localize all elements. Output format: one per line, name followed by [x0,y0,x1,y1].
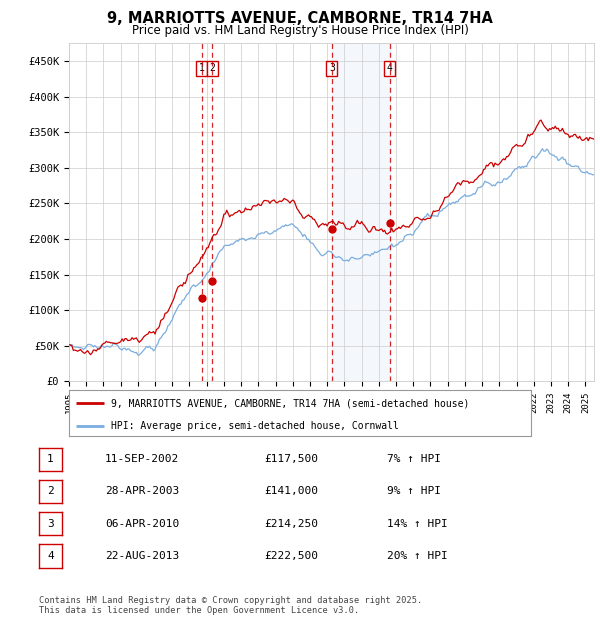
Text: 9% ↑ HPI: 9% ↑ HPI [387,487,441,497]
Text: 1: 1 [47,454,54,464]
Text: £117,500: £117,500 [264,454,318,464]
Text: £141,000: £141,000 [264,487,318,497]
Text: 28-APR-2003: 28-APR-2003 [105,487,179,497]
Text: £222,500: £222,500 [264,551,318,561]
Text: 2: 2 [47,487,54,497]
Text: 22-AUG-2013: 22-AUG-2013 [105,551,179,561]
Text: 4: 4 [47,551,54,561]
Text: Contains HM Land Registry data © Crown copyright and database right 2025.
This d: Contains HM Land Registry data © Crown c… [39,596,422,615]
Text: 9, MARRIOTTS AVENUE, CAMBORNE, TR14 7HA: 9, MARRIOTTS AVENUE, CAMBORNE, TR14 7HA [107,11,493,25]
Text: Price paid vs. HM Land Registry's House Price Index (HPI): Price paid vs. HM Land Registry's House … [131,24,469,37]
Text: 11-SEP-2002: 11-SEP-2002 [105,454,179,464]
Text: 1: 1 [199,63,205,73]
Text: 7% ↑ HPI: 7% ↑ HPI [387,454,441,464]
Text: £214,250: £214,250 [264,519,318,529]
Bar [332,43,390,381]
Text: 06-APR-2010: 06-APR-2010 [105,519,179,529]
Text: HPI: Average price, semi-detached house, Cornwall: HPI: Average price, semi-detached house,… [110,421,398,432]
Text: 2: 2 [209,63,215,73]
Text: 3: 3 [47,519,54,529]
Text: 3: 3 [329,63,335,73]
Text: 20% ↑ HPI: 20% ↑ HPI [387,551,448,561]
Text: 4: 4 [387,63,393,73]
Text: 14% ↑ HPI: 14% ↑ HPI [387,519,448,529]
Text: 9, MARRIOTTS AVENUE, CAMBORNE, TR14 7HA (semi-detached house): 9, MARRIOTTS AVENUE, CAMBORNE, TR14 7HA … [110,398,469,408]
